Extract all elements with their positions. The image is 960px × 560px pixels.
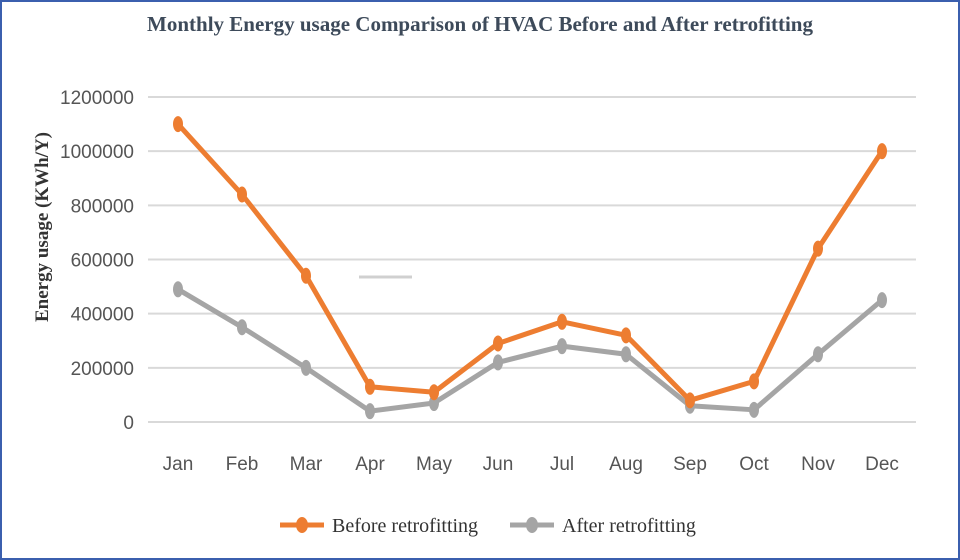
data-point — [429, 384, 439, 401]
y-tick-label: 600000 — [71, 251, 134, 272]
legend-marker-1 — [526, 517, 538, 533]
legend-label-1: After retrofitting — [562, 515, 696, 537]
data-point — [365, 378, 375, 395]
y-tick-label: 1000000 — [60, 142, 134, 163]
data-point — [557, 313, 567, 330]
series-line-0 — [176, 122, 885, 403]
data-point — [685, 392, 695, 409]
data-point — [301, 267, 311, 284]
x-tick-label: Apr — [355, 454, 385, 475]
data-point — [813, 240, 823, 257]
x-tick-label: Mar — [290, 454, 323, 475]
data-point — [173, 116, 183, 133]
series-line-1 — [176, 287, 884, 414]
legend-marker-0 — [296, 517, 308, 533]
x-tick-label: Jun — [483, 454, 514, 475]
data-point — [877, 143, 887, 160]
x-tick-label: Sep — [673, 454, 707, 475]
x-tick-label: Feb — [226, 454, 259, 475]
x-tick-label: Jul — [550, 454, 574, 475]
data-point — [365, 403, 375, 420]
x-tick-label: Jan — [163, 454, 194, 475]
data-point — [237, 319, 247, 336]
data-point — [813, 346, 823, 363]
data-point — [493, 335, 503, 352]
chart-title: Monthly Energy usage Comparison of HVAC … — [147, 12, 813, 36]
data-point — [237, 186, 247, 203]
y-tick-label: 0 — [123, 413, 134, 434]
data-point — [493, 354, 503, 371]
data-point — [557, 338, 567, 355]
x-tick-label: Nov — [801, 454, 835, 475]
x-tick-label: Dec — [865, 454, 899, 475]
data-point — [749, 373, 759, 390]
y-tick-label: 800000 — [71, 196, 134, 217]
legend-label-0: Before retrofitting — [332, 515, 478, 537]
x-tick-label: May — [416, 454, 452, 475]
data-point — [749, 401, 759, 418]
y-tick-label: 400000 — [71, 305, 134, 326]
data-point — [877, 292, 887, 309]
x-tick-label: Oct — [739, 454, 769, 475]
y-axis-label: Energy usage (KWh/Y) — [32, 132, 53, 322]
data-point — [621, 327, 631, 344]
y-tick-label: 200000 — [71, 359, 134, 380]
data-point — [301, 359, 311, 376]
data-point — [621, 346, 631, 363]
x-tick-label: Aug — [609, 454, 643, 475]
y-tick-label: 1200000 — [60, 88, 134, 109]
data-point — [173, 281, 183, 298]
